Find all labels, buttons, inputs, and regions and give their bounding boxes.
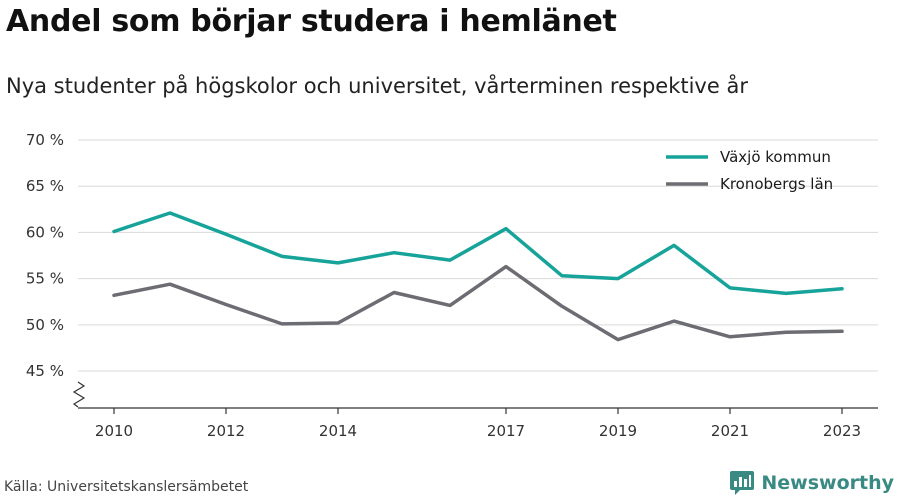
series-line	[112, 211, 844, 296]
newsworthy-logo-icon	[730, 471, 755, 495]
source-note: Källa: Universitetskanslersämbetet	[4, 479, 249, 495]
series-lines	[112, 211, 844, 342]
x-tick-label: 2019	[599, 422, 637, 440]
x-tick-label: 2023	[823, 422, 861, 440]
legend-label: Kronobergs län	[720, 175, 833, 193]
x-axis: 2010 2012 2014 2017 2019 2021 2023	[72, 381, 878, 440]
y-tick-label: 50 %	[26, 316, 64, 334]
x-tick-label: 2017	[487, 422, 525, 440]
y-tick-label: 65 %	[26, 177, 64, 195]
x-tick-label: 2012	[207, 422, 245, 440]
axis-break-icon	[72, 381, 86, 408]
y-tick-label: 70 %	[26, 131, 64, 149]
x-tick-label: 2010	[95, 422, 133, 440]
line-chart: 45 %50 %55 %60 %65 %70 % 2010 2012 2014 201…	[26, 131, 878, 440]
y-tick-label: 55 %	[26, 270, 64, 288]
legend: Växjö kommun Kronobergs län	[666, 148, 833, 193]
chart-subtitle: Nya studenter på högskolor och universit…	[6, 74, 748, 98]
brand-name: Newsworthy	[761, 472, 894, 494]
brand-logo[interactable]: Newsworthy	[729, 468, 894, 498]
x-tick-label: 2014	[319, 422, 357, 440]
y-axis-ticks: 45 % 50 % 55 % 60 % 65 % 70 %	[26, 131, 64, 380]
chart-title: Andel som börjar studera i hemlänet	[6, 4, 617, 39]
grid-lines	[78, 139, 878, 372]
series-line	[112, 264, 844, 342]
y-tick-label: 45 %	[26, 362, 64, 380]
x-tick-label: 2021	[711, 422, 749, 440]
legend-label: Växjö kommun	[720, 148, 831, 166]
y-tick-label: 60 %	[26, 223, 64, 241]
